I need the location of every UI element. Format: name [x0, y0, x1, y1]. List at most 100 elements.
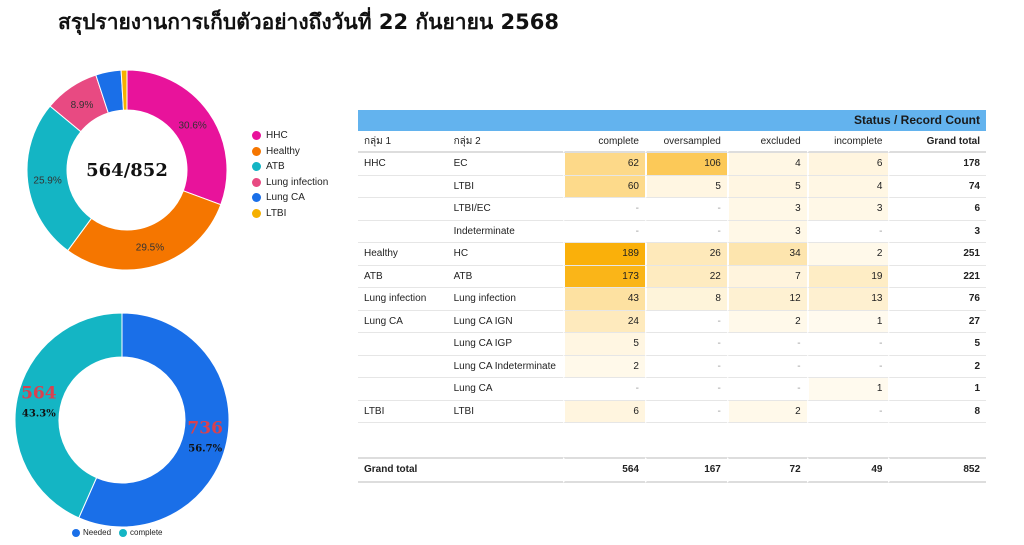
table-cell: -: [806, 220, 889, 243]
table-cell: 167: [644, 457, 727, 483]
table-cell: 49: [806, 457, 889, 483]
table-cell: [358, 356, 448, 378]
table-cell: 189: [563, 243, 645, 266]
table-cell: 5: [726, 175, 807, 198]
table-cell: EC: [447, 153, 564, 176]
table-cell: 4: [726, 153, 807, 176]
table-cell: 5: [563, 333, 645, 356]
legend-dot-icon: [252, 208, 261, 218]
table-cell: 60: [563, 175, 645, 198]
slice-percent-label: 29.5%: [136, 243, 164, 254]
table-cell: HHC: [358, 153, 448, 176]
table-row: ATB ATB 173 22 7 19 221: [358, 265, 986, 288]
slice-value-label: 564: [21, 383, 57, 403]
legend-label: LTBI: [266, 207, 287, 219]
legend-dot-icon: [252, 131, 261, 141]
table-cell: 1: [806, 310, 889, 333]
table-cell: 6: [888, 198, 986, 221]
table-cell: [358, 198, 448, 221]
table-cell: [447, 457, 564, 483]
slice-needed: [78, 312, 230, 528]
slice-complete: [14, 312, 123, 519]
table-cell: -: [644, 220, 727, 243]
table-cell: 2: [726, 310, 807, 333]
legend-label: Lung infection: [266, 176, 329, 188]
table-row: Lung CA Lung CA IGN 24-2 1 27: [358, 310, 986, 333]
column-header: Grand total: [888, 131, 986, 153]
table-cell: 12: [726, 288, 807, 311]
legend-label: complete: [130, 528, 163, 537]
legend-progress: Needed complete: [72, 528, 163, 537]
column-header: กลุ่ม 1: [358, 131, 448, 153]
table-cell: Lung infection: [447, 288, 564, 311]
table-row: Indeterminate - -3-3: [358, 220, 986, 243]
slice-healthy: [67, 190, 222, 271]
legend-label: HHC: [266, 130, 288, 142]
legend-dot-icon: [252, 162, 261, 172]
spacer-row: [358, 423, 986, 457]
table-cell: 22: [644, 265, 727, 288]
legend-item: HHC: [252, 128, 328, 144]
spacer: [358, 423, 986, 457]
table-cell: 19: [806, 265, 889, 288]
legend-label: Healthy: [266, 145, 300, 157]
table-cell: -: [563, 198, 645, 221]
table-cell: 251: [888, 243, 986, 266]
table-cell: LTBI: [358, 401, 448, 423]
table-cell: Lung CA IGP: [447, 333, 564, 356]
legend-dot-icon: [72, 528, 80, 537]
table-cell: 72: [726, 457, 807, 483]
table-row: LTBI LTBI 6-2-8: [358, 400, 986, 423]
table-cell: 5: [888, 333, 986, 356]
table-cell: 221: [888, 265, 986, 288]
table-cell: 106: [644, 153, 727, 176]
table-cell: -: [806, 400, 889, 423]
table-cell: -: [644, 198, 727, 221]
status-record-table: Status / Record Count กลุ่ม 1 กลุ่ม 2 comp…: [358, 110, 986, 483]
table-cell: 3: [726, 220, 807, 243]
table-cell: 76: [888, 288, 986, 311]
table-cell: -: [806, 355, 889, 378]
table-cell: HC: [447, 243, 564, 266]
table-cell: 74: [888, 175, 986, 198]
table-cell: [358, 378, 448, 401]
slice-percent-label: 30.6%: [178, 120, 206, 131]
table-title: Status / Record Count: [358, 110, 986, 131]
column-header: incomplete: [806, 131, 889, 153]
table-cell: 7: [726, 265, 807, 288]
table-row: LTBI/EC - -3 3 6: [358, 198, 986, 221]
legend-groups: HHC Healthy ATB Lung infection Lung CA LTBI: [252, 128, 328, 221]
table-cell: 1: [806, 378, 889, 401]
table-cell: 5: [644, 175, 727, 198]
table-cell: -: [644, 355, 727, 378]
table-cell: 27: [888, 310, 986, 333]
table-cell: 852: [888, 457, 986, 483]
table-cell: Lung CA IGN: [447, 311, 564, 333]
table-cell: 26: [644, 243, 727, 266]
table-cell: 24: [563, 310, 645, 333]
page-title: สรุปรายงานการเก็บตัวอย่างถึงวันที่ 22 กั…: [58, 10, 559, 34]
legend-label: Lung CA: [266, 192, 305, 204]
legend-label: ATB: [266, 161, 285, 173]
table-cell: Lung CA: [358, 311, 448, 333]
table-cell: 3: [888, 220, 986, 243]
table-cell: -: [726, 378, 807, 401]
table-cell: ATB: [358, 266, 448, 288]
legend-item: ATB: [252, 159, 328, 175]
table-cell: Lung CA Indeterminate: [447, 356, 564, 378]
table-cell: -: [563, 378, 645, 401]
table-cell: Grand total: [358, 457, 448, 483]
legend-item: Healthy: [252, 144, 328, 160]
table-cell: 2: [888, 355, 986, 378]
legend-dot-icon: [119, 528, 128, 537]
slice-percent-label: 25.9%: [33, 176, 61, 187]
table-cell: Healthy: [358, 243, 448, 266]
table-row: Lung CA - - -1 1: [358, 378, 986, 401]
table-cell: 8: [888, 400, 986, 423]
table-cell: 6: [563, 400, 645, 423]
table-cell: LTBI/EC: [447, 198, 564, 221]
legend-dot-icon: [252, 146, 261, 156]
table-cell: [358, 333, 448, 356]
legend-label: Needed: [83, 528, 112, 537]
center-label: 564/852: [86, 160, 168, 181]
